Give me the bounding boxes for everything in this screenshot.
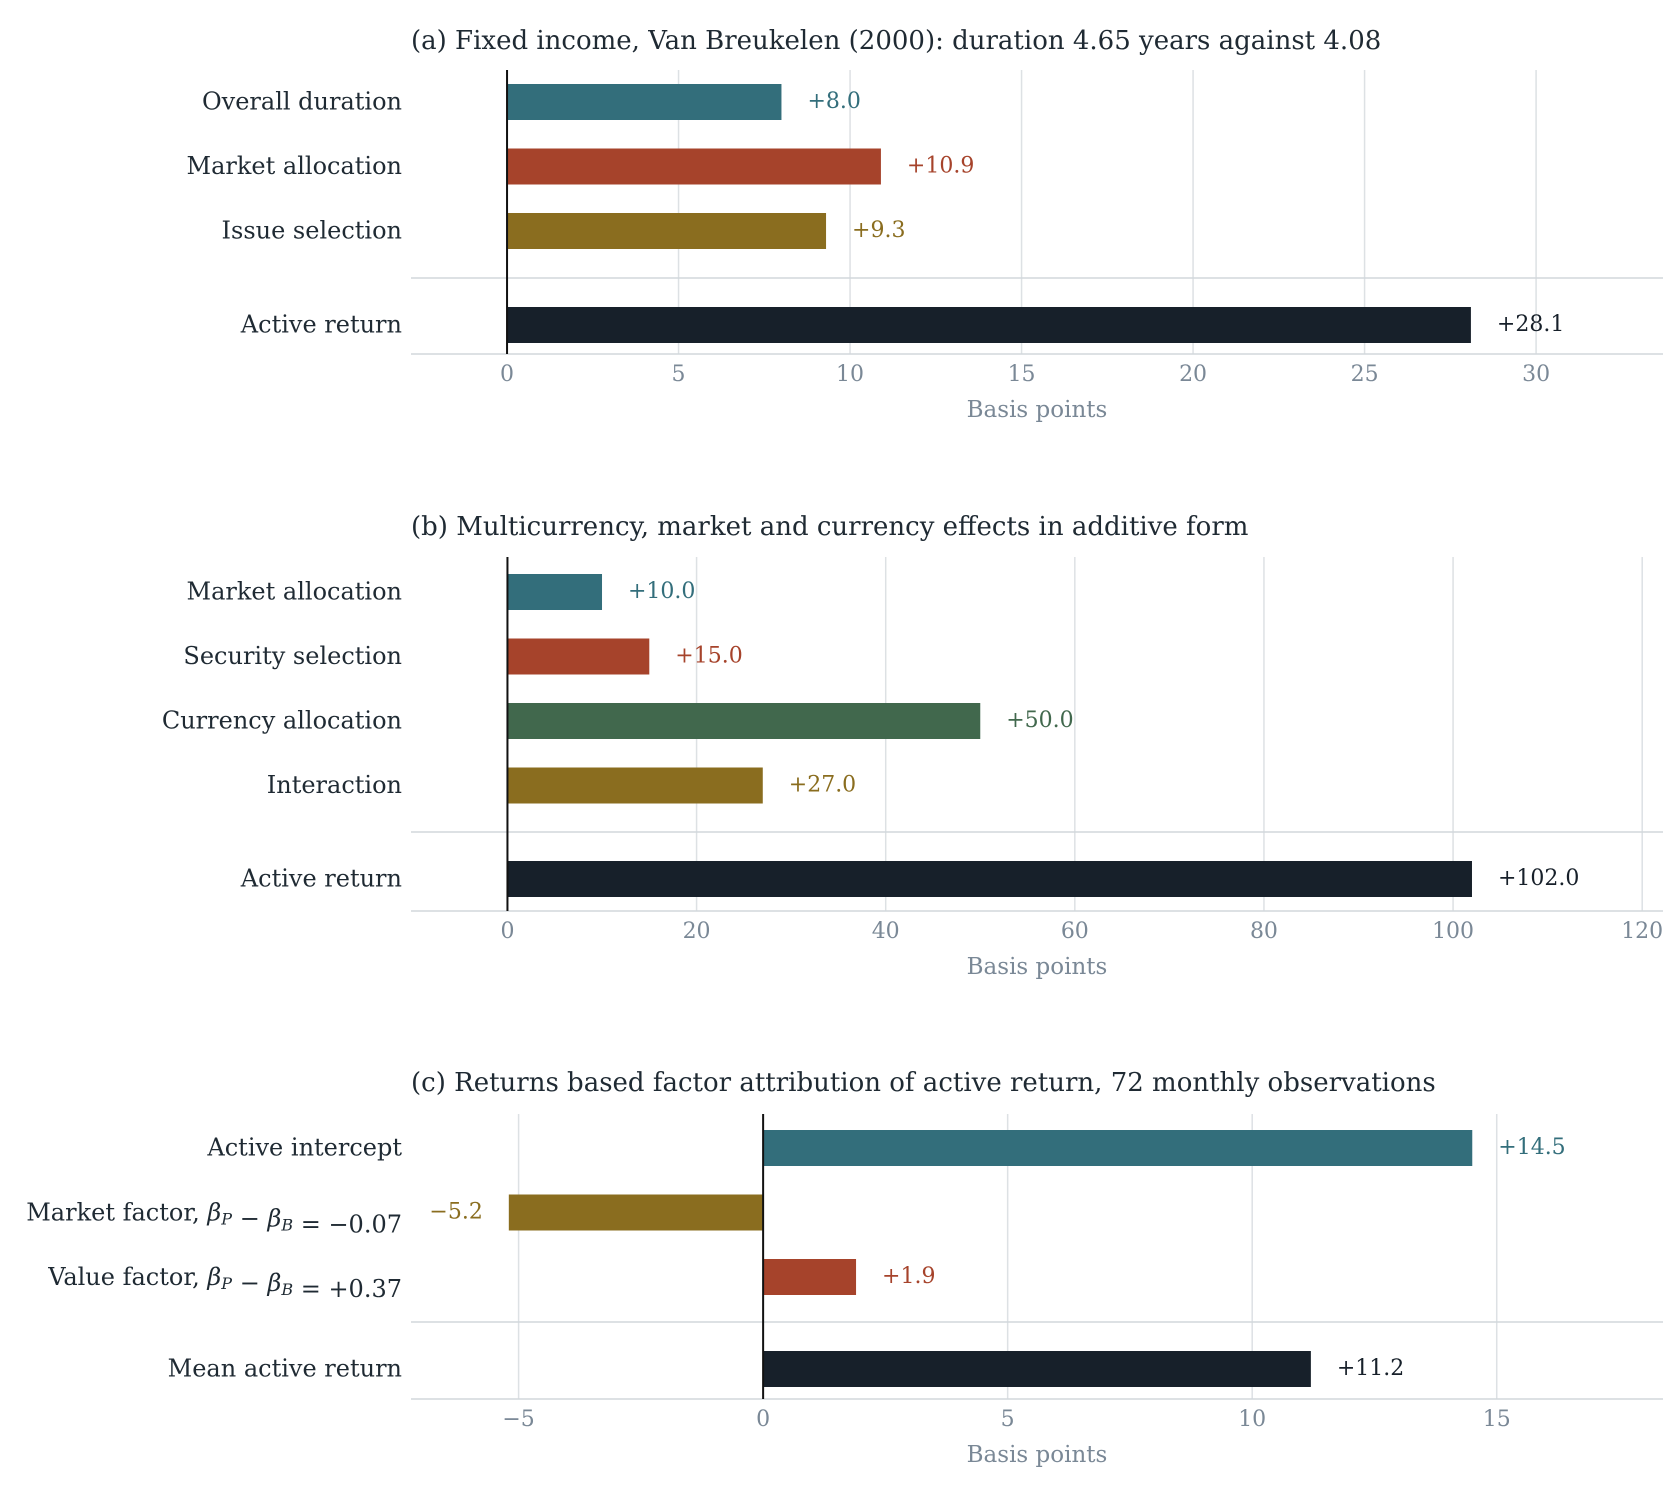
bar bbox=[507, 213, 827, 249]
category-label: Value factor, βP − βB = +0.37 bbox=[47, 1263, 402, 1303]
bar bbox=[507, 703, 981, 739]
tick-label: 15 bbox=[1483, 1407, 1511, 1432]
total-bar bbox=[507, 861, 1472, 897]
data-label: +1.9 bbox=[882, 1264, 935, 1289]
tick-label: −5 bbox=[502, 1407, 534, 1432]
data-label: +11.2 bbox=[1337, 1356, 1404, 1381]
data-label: +8.0 bbox=[807, 89, 860, 114]
total-label: Active return bbox=[240, 865, 402, 893]
tick-label: 0 bbox=[756, 1407, 770, 1432]
panel-title: (c) Returns based factor attribution of … bbox=[411, 1068, 1436, 1098]
total-label: Mean active return bbox=[168, 1355, 402, 1383]
tick-label: 10 bbox=[836, 362, 864, 387]
panel-title: (a) Fixed income, Van Breukelen (2000): … bbox=[411, 26, 1381, 56]
tick-label: 20 bbox=[683, 919, 711, 944]
tick-label: 15 bbox=[1008, 362, 1036, 387]
bar bbox=[507, 84, 782, 120]
category-label: Overall duration bbox=[202, 88, 402, 116]
bar bbox=[763, 1259, 857, 1295]
tick-label: 10 bbox=[1238, 1407, 1266, 1432]
category-label: Active intercept bbox=[206, 1134, 402, 1162]
tick-label: 5 bbox=[1001, 1407, 1015, 1432]
panel-b: (b) Multicurrency, market and currency e… bbox=[162, 512, 1663, 980]
bar bbox=[508, 1194, 764, 1231]
data-label: +10.0 bbox=[628, 579, 695, 604]
data-label: +28.1 bbox=[1497, 312, 1564, 337]
category-label: Market allocation bbox=[187, 152, 402, 180]
bar bbox=[507, 148, 881, 185]
data-label: +102.0 bbox=[1498, 866, 1579, 891]
x-axis-label: Basis points bbox=[967, 397, 1108, 423]
data-label: +10.9 bbox=[907, 154, 974, 179]
panel-title: (b) Multicurrency, market and currency e… bbox=[411, 512, 1248, 542]
data-label: +15.0 bbox=[675, 644, 742, 669]
tick-label: 80 bbox=[1250, 919, 1278, 944]
category-label: Security selection bbox=[183, 642, 402, 670]
data-label: +9.3 bbox=[852, 218, 905, 243]
total-bar bbox=[507, 307, 1471, 343]
data-label: +50.0 bbox=[1006, 708, 1073, 733]
panel-c: (c) Returns based factor attribution of … bbox=[26, 1068, 1663, 1468]
total-bar bbox=[763, 1351, 1311, 1387]
bar bbox=[507, 638, 650, 675]
tick-label: 25 bbox=[1351, 362, 1379, 387]
tick-label: 0 bbox=[500, 362, 514, 387]
tick-label: 60 bbox=[1061, 919, 1089, 944]
category-label: Market allocation bbox=[187, 578, 402, 606]
data-label: +14.5 bbox=[1498, 1135, 1565, 1160]
category-label: Currency allocation bbox=[162, 707, 402, 735]
category-label: Interaction bbox=[267, 771, 402, 799]
tick-label: 30 bbox=[1522, 362, 1550, 387]
data-label: −5.2 bbox=[429, 1200, 482, 1225]
x-axis-label: Basis points bbox=[967, 1442, 1108, 1468]
category-label: Issue selection bbox=[222, 217, 402, 245]
x-axis-label: Basis points bbox=[967, 954, 1108, 980]
panel-a: (a) Fixed income, Van Breukelen (2000): … bbox=[187, 26, 1663, 423]
data-label: +27.0 bbox=[789, 773, 856, 798]
total-label: Active return bbox=[240, 311, 402, 339]
bar bbox=[763, 1130, 1473, 1166]
category-label: Market factor, βP − βB = −0.07 bbox=[26, 1198, 402, 1238]
bar bbox=[507, 574, 603, 610]
bar bbox=[507, 767, 763, 804]
tick-label: 100 bbox=[1432, 919, 1474, 944]
tick-label: 5 bbox=[672, 362, 686, 387]
tick-label: 120 bbox=[1621, 919, 1663, 944]
tick-label: 40 bbox=[872, 919, 900, 944]
tick-label: 0 bbox=[500, 919, 514, 944]
tick-label: 20 bbox=[1179, 362, 1207, 387]
